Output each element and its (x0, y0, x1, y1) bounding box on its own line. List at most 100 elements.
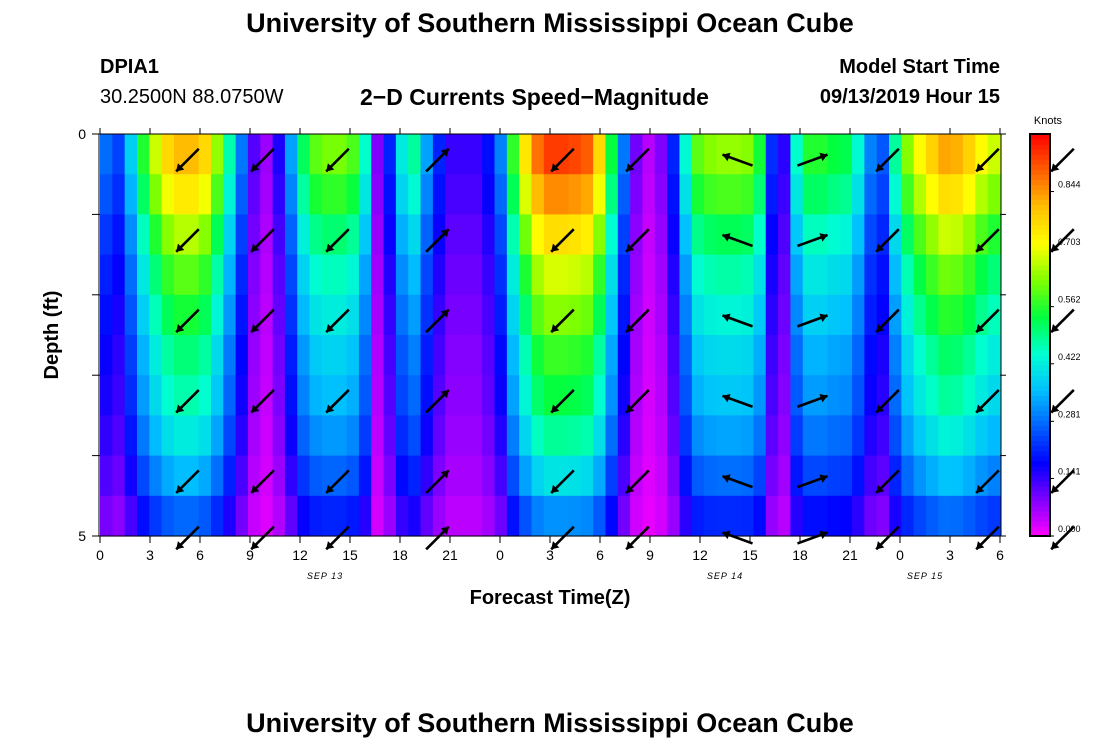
y-tick-label: 0 (78, 126, 86, 142)
heatmap-cell (753, 254, 767, 296)
heatmap-cell (210, 495, 224, 537)
heatmap-cell (445, 335, 459, 376)
heatmap-cell (272, 455, 286, 497)
heatmap-cell (186, 335, 200, 376)
colorbar-segment (1030, 299, 1050, 306)
heatmap-cell (852, 254, 865, 296)
heatmap-cell (494, 214, 508, 256)
heatmap-cell (716, 495, 730, 537)
heatmap-cell (186, 415, 200, 457)
heatmap-cell (469, 174, 483, 215)
heatmap-cell (309, 455, 323, 497)
current-arrow (425, 147, 450, 173)
heatmap-cell (765, 254, 779, 296)
heatmap-cell (593, 495, 607, 537)
heatmap-cell (161, 294, 175, 336)
date-label: SEP 13 (307, 571, 343, 581)
colorbar-segment (1030, 204, 1050, 210)
heatmap-cell (482, 495, 496, 537)
current-arrow (797, 474, 828, 489)
colorbar-segment (1030, 370, 1050, 376)
heatmap-cell (642, 455, 656, 497)
heatmap-cell (112, 455, 126, 497)
heatmap-cell (765, 134, 779, 175)
heatmap-cell (395, 254, 409, 296)
heatmap-cell (901, 214, 915, 256)
heatmap-cell (346, 495, 360, 537)
heatmap-cell (852, 415, 865, 457)
heatmap-cell (149, 415, 163, 457)
x-tick-label: 15 (342, 547, 358, 563)
heatmap-cell (765, 174, 779, 215)
current-arrow (550, 525, 575, 551)
heatmap-cell (284, 254, 298, 296)
heatmap-cell (371, 174, 385, 215)
heatmap-cell (469, 134, 483, 175)
heatmap-cell (223, 415, 237, 457)
heatmap-cell (408, 495, 422, 537)
heatmap-cell (395, 134, 409, 175)
colorbar-segment (1030, 440, 1050, 447)
heatmap-cell (136, 415, 150, 457)
heatmap-cell (926, 294, 939, 336)
heatmap-cell (593, 174, 607, 215)
heatmap-cell (926, 495, 939, 537)
current-arrow (325, 469, 350, 494)
heatmap-cell (223, 294, 237, 336)
heatmap-cell (371, 254, 385, 296)
heatmap-cell (876, 214, 890, 256)
current-arrow (425, 525, 450, 551)
heatmap-cell (716, 254, 730, 296)
heatmap-cell (223, 174, 237, 215)
heatmap-cell (395, 495, 409, 537)
current-arrow (175, 308, 200, 334)
heatmap-cell (494, 335, 508, 376)
heatmap-cell (901, 375, 915, 416)
current-arrows (175, 147, 1075, 551)
colorbar-segment (1030, 480, 1050, 487)
heatmap-cell (457, 174, 471, 215)
heatmap-cell (741, 335, 755, 376)
heatmap-cell (334, 455, 348, 497)
heatmap-cell (235, 495, 249, 537)
colorbar-segment (1030, 340, 1050, 346)
heatmap-cell (852, 174, 865, 215)
heatmap-cell (420, 214, 434, 256)
current-arrow (250, 308, 275, 334)
heatmap-cell (580, 134, 594, 175)
heatmap-cell (519, 174, 533, 215)
heatmap-cell (679, 174, 693, 215)
heatmap-cell (309, 375, 323, 416)
heatmap-cell (235, 294, 249, 336)
current-arrow (722, 530, 753, 545)
current-arrow (550, 469, 575, 494)
heatmap-cell (679, 495, 693, 537)
heatmap-cell (469, 415, 483, 457)
heatmap-cell (531, 335, 545, 376)
colorbar-segment (1030, 279, 1050, 286)
heatmap-cell (223, 335, 237, 376)
heatmap-cell (494, 415, 508, 457)
heatmap-cell (395, 335, 409, 376)
heatmap-cell (346, 335, 360, 376)
heatmap-cell (309, 294, 323, 336)
heatmap-cell (568, 254, 582, 296)
heatmap-cell (975, 254, 989, 296)
colorbar-segment (1030, 380, 1050, 386)
heatmap-cell (568, 455, 582, 497)
heatmap-cell (778, 214, 792, 256)
x-tick-label: 21 (842, 547, 858, 563)
heatmap-cell (124, 174, 138, 215)
heatmap-cell (543, 415, 557, 457)
heatmap-cell (383, 335, 397, 376)
heatmap-cell (691, 294, 705, 336)
heatmap-cell (926, 455, 939, 497)
heatmap-cell (753, 134, 767, 175)
heatmap-cell (457, 254, 471, 296)
heatmap-cell (889, 294, 902, 336)
current-arrow (625, 228, 650, 253)
heatmap-cell (617, 134, 631, 175)
heatmap-cell (654, 375, 668, 416)
heatmap-cell (247, 415, 261, 457)
current-arrow (722, 313, 753, 328)
